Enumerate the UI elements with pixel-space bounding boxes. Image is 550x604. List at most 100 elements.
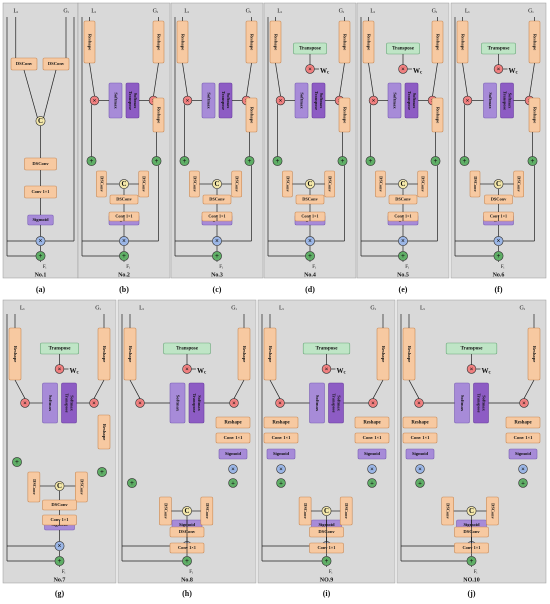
input-g-label: Gᵢ	[519, 305, 524, 311]
output-label: Fᵢ	[219, 265, 223, 270]
panel-letter: (a)	[36, 285, 46, 294]
add-node	[127, 478, 137, 488]
add-node-symbol: +	[341, 158, 345, 165]
input-g-label: Gᵢ	[153, 8, 158, 14]
transpose-block-label: Transpose	[461, 347, 484, 352]
reshape-block	[152, 97, 165, 133]
dsconv-block-label: DSConv	[395, 197, 411, 202]
connector	[269, 379, 281, 399]
wc-subscript: c	[420, 71, 423, 76]
add-node-symbol: +	[100, 469, 104, 476]
multiply-node-symbol: ×	[58, 366, 62, 373]
connector	[246, 62, 252, 97]
input-g-label: Gᵢ	[432, 8, 437, 14]
connector	[14, 379, 26, 399]
input-g-label: Gᵢ	[63, 8, 68, 14]
transpose-softmax-label-2: Softmax	[481, 395, 486, 411]
transpose-block-label: Transpose	[392, 47, 415, 52]
wc-symbol: W	[197, 367, 204, 375]
dsconv-block-label: DSConv	[302, 197, 318, 202]
sigmoid-block	[508, 448, 538, 460]
input-l-label: Lᵢ	[370, 8, 375, 14]
concat-node-symbol: C	[215, 181, 220, 188]
multiply-node-symbol: ×	[401, 66, 405, 73]
multiply-node-symbol: ×	[521, 466, 525, 473]
add-node-symbol: +	[470, 558, 474, 565]
dsconv-block-label: DSConv	[344, 503, 349, 519]
reshape-block-label: Reshape	[363, 421, 380, 426]
reshape-block	[431, 97, 444, 133]
concat-node-symbol: C	[185, 508, 190, 515]
add-node	[367, 478, 377, 488]
multiply-node	[228, 464, 238, 474]
softmax-block-label: Softmax	[392, 92, 397, 109]
add-node-symbol: +	[155, 158, 159, 165]
multiply-node-symbol: ×	[308, 66, 312, 73]
reshape-block-label: Reshape	[460, 34, 465, 51]
concat-node-symbol: C	[308, 181, 313, 188]
multiply-node-symbol: ×	[401, 238, 405, 245]
reshape-block	[245, 97, 258, 133]
add-node	[97, 467, 107, 477]
output-label: Fᵢ	[189, 570, 193, 575]
wc-symbol: W	[509, 67, 516, 75]
connector	[233, 379, 245, 399]
softmax-block-label: Softmax	[315, 395, 320, 412]
multiply-node	[415, 464, 425, 474]
dsconv-block-label: DSConv	[328, 176, 333, 192]
output-label: Fᵢ	[62, 570, 66, 575]
multiply-node-symbol: ×	[308, 238, 312, 245]
dsconv-block-label: DSConv	[517, 176, 522, 192]
multiply-node-symbol: ×	[466, 97, 470, 104]
panel-letter: (j)	[468, 589, 476, 598]
reshape-block	[528, 97, 541, 133]
dsconv-block-label: DSConv	[303, 503, 308, 519]
add-node-symbol: +	[183, 158, 187, 165]
transpose-softmax-label-1: Transpose	[128, 91, 133, 110]
panel-letter: (b)	[119, 285, 129, 294]
conv1x1-block-label: Conv 1×1	[514, 435, 534, 440]
output-label: Fᵢ	[501, 265, 505, 270]
multiply-node-symbol: ×	[23, 400, 27, 407]
wc-subscript: c	[344, 371, 347, 376]
add-node	[12, 457, 22, 467]
conv1x1-block	[354, 432, 390, 444]
panel-f: LᵢGᵢFᵢNo.6×+SigmoidReshapeReshapeTranspo…	[450, 2, 547, 278]
add-node-symbol: +	[369, 158, 373, 165]
sigmoid-block-label: Sigmoid	[364, 451, 381, 456]
add-node-symbol: +	[90, 158, 94, 165]
reshape-block	[354, 416, 390, 429]
panel-b: LᵢGᵢFᵢNo.2×+SigmoidReshapeReshapeSoftmax…	[77, 2, 171, 278]
connector	[153, 62, 159, 97]
conv1x1-block	[215, 432, 251, 444]
add-node-symbol: +	[185, 558, 189, 565]
add-node	[276, 478, 286, 488]
sigmoid-block-label: Sigmoid	[225, 451, 242, 456]
wc-symbol: W	[70, 367, 77, 375]
panel-letter: (f)	[495, 285, 503, 294]
panel-letter: (e)	[399, 285, 408, 294]
sigmoid-block-label: Sigmoid	[515, 451, 532, 456]
input-g-label: Gᵢ	[95, 305, 100, 311]
softmax-block-label: Softmax	[175, 395, 180, 412]
input-g-label: Gᵢ	[339, 8, 344, 14]
reshape-block-label: Reshape	[87, 34, 92, 51]
reshape-block-label: Reshape	[435, 107, 440, 124]
reshape-block-label: Reshape	[532, 346, 537, 363]
multiply-node-symbol: ×	[417, 400, 421, 407]
transpose-block-label: Transpose	[49, 347, 72, 352]
concat-node-symbol: C	[496, 181, 501, 188]
output-label: Fᵢ	[474, 570, 478, 575]
sigmoid-block-label: Sigmoid	[412, 451, 429, 456]
input-l-label: Lᵢ	[139, 305, 144, 311]
wc-symbol: W	[337, 367, 344, 375]
transpose-softmax-label-1: Transpose	[407, 91, 412, 110]
wc-subscript: c	[489, 371, 492, 376]
concat-node-symbol: C	[324, 508, 329, 515]
multiply-node-symbol: ×	[522, 400, 526, 407]
panel-d: LᵢGᵢFᵢNo.4×+SigmoidReshapeReshapeTranspo…	[263, 2, 357, 278]
reshape-block-label: Reshape	[242, 346, 247, 363]
multiply-node	[518, 464, 528, 474]
connector	[408, 379, 420, 399]
panel-number: No.1	[35, 272, 47, 278]
